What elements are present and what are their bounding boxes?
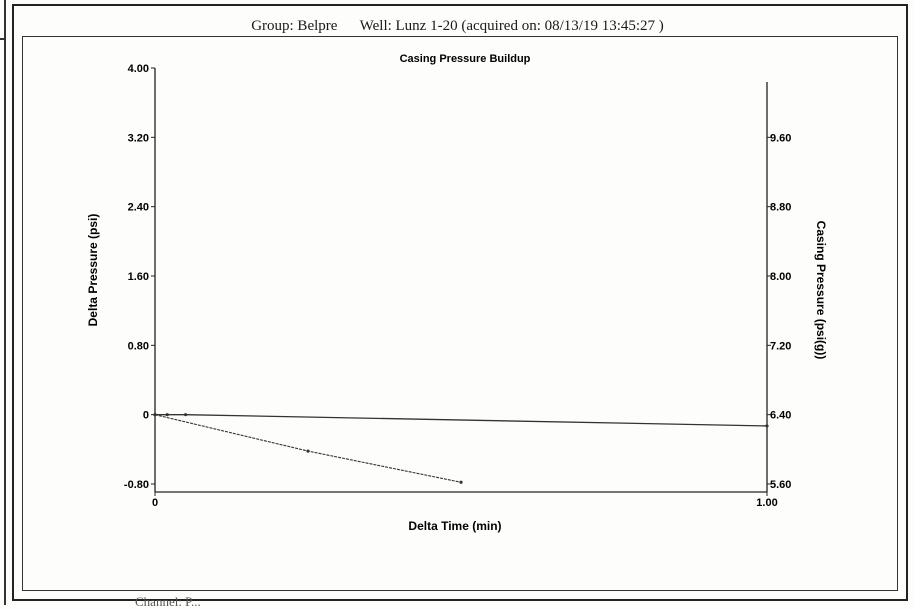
well-label: Well: Lunz 1-20 (acquired on: 08/13/19 1… bbox=[359, 18, 664, 34]
y2-tick-label: 6.40 bbox=[770, 410, 791, 422]
y2-tick-label: 9.60 bbox=[770, 132, 791, 144]
group-label: Group: Belpre bbox=[251, 18, 338, 34]
y-tick-label: 2.40 bbox=[128, 202, 149, 214]
data-point bbox=[765, 424, 769, 428]
chart-axes: 4.003.202.401.600.800-0.809.608.808.007.… bbox=[124, 63, 792, 509]
chart-frame bbox=[22, 36, 898, 591]
y2-tick-label: 5.60 bbox=[770, 479, 791, 491]
y-axis-label: Delta Pressure (psi) bbox=[86, 214, 100, 327]
y2-tick-label: 8.00 bbox=[770, 271, 791, 283]
series-line-1 bbox=[155, 414, 768, 427]
x-tick-label: 0 bbox=[152, 497, 158, 509]
series-line-2 bbox=[154, 414, 462, 483]
report-header: Group: Belpre Well: Lunz 1-20 (acquired … bbox=[0, 18, 915, 35]
data-point bbox=[459, 480, 463, 484]
y-tick-label: 0.80 bbox=[128, 340, 149, 352]
data-point bbox=[184, 413, 188, 417]
x-axis-label: Delta Time (min) bbox=[408, 519, 501, 533]
x-tick-label: 1.00 bbox=[756, 497, 777, 509]
y2-tick-label: 8.80 bbox=[770, 202, 791, 214]
data-point bbox=[306, 449, 310, 453]
chart-marks bbox=[153, 413, 769, 484]
left-edge-mark bbox=[0, 38, 5, 40]
chart-title: Casing Pressure Buildup bbox=[400, 53, 531, 65]
y2-tick-label: 7.20 bbox=[770, 340, 791, 352]
outer-frame bbox=[12, 4, 908, 601]
y-tick-label: 3.20 bbox=[128, 132, 149, 144]
y-tick-label: -0.80 bbox=[124, 479, 149, 491]
data-point bbox=[153, 413, 157, 417]
y2-axis-label: Casing Pressure (psi(g)) bbox=[814, 221, 828, 360]
y-tick-label: 1.60 bbox=[128, 271, 149, 283]
y-tick-label: 0 bbox=[143, 410, 149, 422]
data-point bbox=[165, 413, 169, 417]
left-edge-strip bbox=[0, 0, 6, 605]
y-tick-label: 4.00 bbox=[128, 63, 149, 75]
